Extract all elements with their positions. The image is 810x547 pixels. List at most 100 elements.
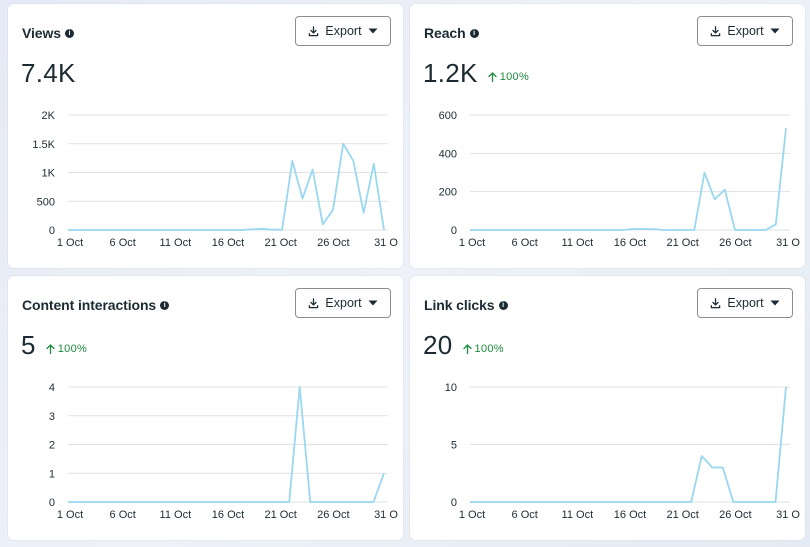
- data-point[interactable]: [658, 500, 662, 504]
- data-point[interactable]: [668, 500, 672, 504]
- data-point[interactable]: [499, 228, 503, 232]
- data-point[interactable]: [329, 500, 333, 504]
- data-point[interactable]: [647, 500, 651, 504]
- data-point[interactable]: [199, 228, 203, 232]
- data-point[interactable]: [127, 228, 131, 232]
- data-point[interactable]: [710, 466, 714, 470]
- data-point[interactable]: [266, 500, 270, 504]
- data-point[interactable]: [605, 500, 609, 504]
- data-point[interactable]: [382, 228, 386, 232]
- data-point[interactable]: [203, 500, 207, 504]
- data-point[interactable]: [161, 500, 165, 504]
- data-point[interactable]: [178, 228, 182, 232]
- data-point[interactable]: [331, 208, 335, 212]
- data-point[interactable]: [570, 228, 574, 232]
- data-point[interactable]: [763, 500, 767, 504]
- export-button[interactable]: Export: [697, 288, 793, 318]
- data-point[interactable]: [702, 171, 706, 175]
- data-point[interactable]: [256, 500, 260, 504]
- data-point[interactable]: [489, 500, 493, 504]
- data-point[interactable]: [108, 500, 112, 504]
- data-point[interactable]: [679, 500, 683, 504]
- data-point[interactable]: [171, 500, 175, 504]
- data-point[interactable]: [764, 228, 768, 232]
- info-icon[interactable]: i: [160, 300, 170, 310]
- data-point[interactable]: [158, 228, 162, 232]
- data-point[interactable]: [563, 500, 567, 504]
- data-point[interactable]: [371, 500, 375, 504]
- data-point[interactable]: [773, 500, 777, 504]
- data-point[interactable]: [631, 227, 635, 231]
- data-point[interactable]: [229, 228, 233, 232]
- data-point[interactable]: [601, 228, 605, 232]
- data-point[interactable]: [119, 500, 123, 504]
- data-point[interactable]: [235, 500, 239, 504]
- data-point[interactable]: [129, 500, 133, 504]
- data-point[interactable]: [500, 500, 504, 504]
- data-point[interactable]: [219, 228, 223, 232]
- data-point[interactable]: [224, 500, 228, 504]
- data-point[interactable]: [542, 500, 546, 504]
- data-point[interactable]: [150, 500, 154, 504]
- data-point[interactable]: [260, 227, 264, 231]
- data-point[interactable]: [209, 228, 213, 232]
- data-point[interactable]: [488, 228, 492, 232]
- data-point[interactable]: [784, 126, 788, 130]
- data-point[interactable]: [140, 500, 144, 504]
- data-point[interactable]: [521, 500, 525, 504]
- data-point[interactable]: [510, 500, 514, 504]
- data-point[interactable]: [372, 162, 376, 166]
- data-point[interactable]: [621, 228, 625, 232]
- data-point[interactable]: [86, 228, 90, 232]
- data-point[interactable]: [590, 228, 594, 232]
- data-point[interactable]: [539, 228, 543, 232]
- data-point[interactable]: [611, 228, 615, 232]
- data-point[interactable]: [66, 500, 70, 504]
- data-point[interactable]: [280, 228, 284, 232]
- data-point[interactable]: [290, 159, 294, 163]
- data-point[interactable]: [168, 228, 172, 232]
- data-point[interactable]: [245, 500, 249, 504]
- data-point[interactable]: [641, 227, 645, 231]
- data-point[interactable]: [733, 228, 737, 232]
- data-point[interactable]: [552, 500, 556, 504]
- data-point[interactable]: [594, 500, 598, 504]
- data-point[interactable]: [721, 466, 725, 470]
- data-point[interactable]: [66, 228, 70, 232]
- info-icon[interactable]: i: [498, 300, 508, 310]
- data-point[interactable]: [584, 500, 588, 504]
- data-point[interactable]: [300, 196, 304, 200]
- data-point[interactable]: [76, 228, 80, 232]
- data-point[interactable]: [148, 228, 152, 232]
- data-point[interactable]: [509, 228, 513, 232]
- data-point[interactable]: [319, 500, 323, 504]
- data-point[interactable]: [351, 159, 355, 163]
- data-point[interactable]: [626, 500, 630, 504]
- data-point[interactable]: [637, 500, 641, 504]
- data-point[interactable]: [550, 228, 554, 232]
- data-point[interactable]: [682, 228, 686, 232]
- data-point[interactable]: [615, 500, 619, 504]
- data-point[interactable]: [192, 500, 196, 504]
- export-button[interactable]: Export: [295, 288, 391, 318]
- data-point[interactable]: [188, 228, 192, 232]
- data-point[interactable]: [580, 228, 584, 232]
- data-point[interactable]: [107, 228, 111, 232]
- data-point[interactable]: [468, 500, 472, 504]
- data-point[interactable]: [287, 500, 291, 504]
- data-point[interactable]: [689, 500, 693, 504]
- data-point[interactable]: [784, 385, 788, 389]
- data-point[interactable]: [742, 500, 746, 504]
- data-point[interactable]: [692, 228, 696, 232]
- data-point[interactable]: [662, 228, 666, 232]
- data-point[interactable]: [700, 454, 704, 458]
- data-point[interactable]: [560, 228, 564, 232]
- data-point[interactable]: [341, 142, 345, 146]
- export-button[interactable]: Export: [295, 16, 391, 46]
- data-point[interactable]: [743, 228, 747, 232]
- data-point[interactable]: [361, 500, 365, 504]
- data-point[interactable]: [249, 227, 253, 231]
- data-point[interactable]: [182, 500, 186, 504]
- data-point[interactable]: [117, 228, 121, 232]
- data-point[interactable]: [362, 211, 366, 215]
